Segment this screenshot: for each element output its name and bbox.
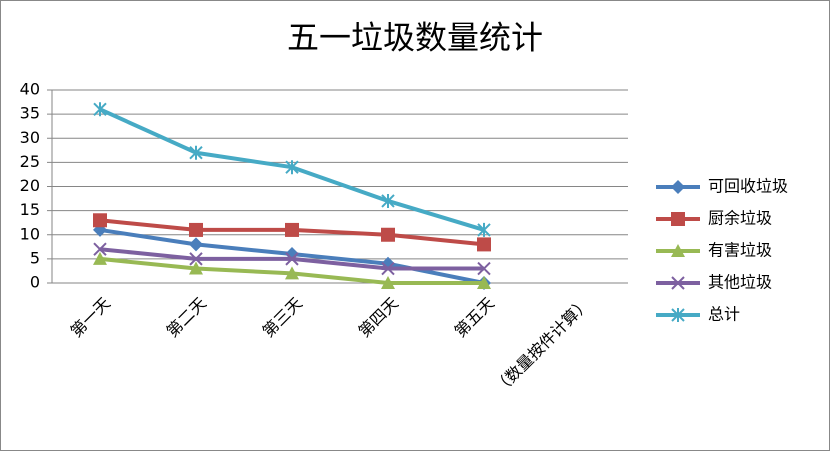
marker	[285, 266, 299, 280]
y-tick-label: 15	[20, 200, 40, 219]
marker	[93, 242, 107, 256]
y-tick-label: 35	[20, 104, 40, 123]
marker	[93, 213, 107, 228]
legend-label: 其他垃圾	[708, 273, 772, 292]
y-tick-label: 40	[20, 80, 40, 99]
y-tick-label: 25	[20, 152, 40, 171]
legend-marker	[671, 180, 685, 194]
y-tick-label: 20	[20, 176, 40, 195]
marker	[381, 193, 395, 208]
marker	[189, 237, 203, 252]
legend-marker	[671, 308, 685, 322]
legend-label: 厨余垃圾	[708, 209, 772, 228]
legend-label: 总计	[708, 305, 740, 324]
marker	[285, 252, 299, 266]
chart-title: 五一垃圾数量统计	[287, 19, 543, 57]
marker	[189, 222, 203, 237]
y-tick-label: 5	[30, 248, 40, 267]
marker	[477, 237, 491, 252]
marker	[285, 222, 299, 237]
marker	[381, 261, 395, 276]
y-tick-label: 10	[20, 224, 40, 243]
legend-label: 有害垃圾	[708, 241, 772, 260]
marker	[285, 160, 299, 175]
y-tick-label: 0	[30, 273, 40, 292]
legend-marker	[671, 212, 685, 226]
legend-label: 可回收垃圾	[708, 177, 788, 196]
marker	[189, 252, 203, 266]
marker	[381, 276, 395, 289]
marker	[189, 145, 203, 160]
legend-marker	[671, 244, 685, 257]
marker	[93, 251, 107, 265]
marker	[381, 227, 395, 242]
y-tick-label: 30	[20, 128, 40, 147]
marker	[93, 102, 107, 117]
marker	[477, 261, 491, 276]
marker	[477, 276, 491, 289]
marker	[477, 222, 491, 237]
marker	[189, 261, 203, 275]
legend-marker	[671, 276, 685, 290]
